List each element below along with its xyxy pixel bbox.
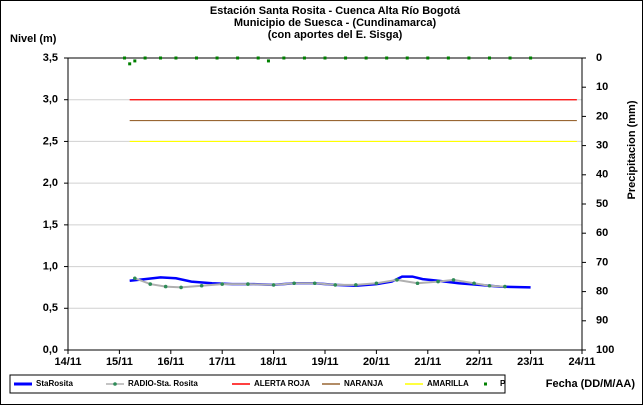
y2-tick-label: 10 — [596, 81, 608, 93]
x-tick-label: 15/11 — [106, 356, 133, 368]
precip-point — [405, 56, 409, 60]
y-axis-label: Nivel (m) — [10, 33, 57, 45]
chart-title: (con aportes del E. Sisga) — [268, 29, 403, 41]
precip-point — [195, 56, 198, 60]
precip-point — [364, 56, 368, 60]
precip-point — [467, 56, 471, 60]
series-marker — [487, 283, 492, 288]
precip-point — [508, 56, 512, 60]
x-tick-label: 20/11 — [363, 356, 390, 368]
y-tick-label: 2,5 — [43, 135, 58, 147]
precip-point — [344, 56, 348, 60]
y2-tick-label: 0 — [596, 52, 602, 64]
precip-point — [446, 56, 450, 60]
series-marker — [503, 284, 507, 289]
legend-swatch — [484, 382, 487, 386]
precip-point — [323, 56, 327, 60]
y2-tick-label: 40 — [596, 169, 608, 181]
series-marker — [395, 278, 399, 282]
x-tick-label: 14/11 — [55, 356, 82, 368]
chart-title: Estación Santa Rosita - Cuenca Alta Río … — [210, 5, 461, 17]
x-tick-label: 19/11 — [312, 356, 339, 368]
y-tick-label: 1,5 — [43, 219, 58, 231]
y2-tick-label: 30 — [596, 140, 608, 152]
x-tick-label: 23/11 — [517, 356, 544, 368]
x-tick-label: 21/11 — [414, 356, 441, 368]
y-tick-label: 2,0 — [43, 177, 58, 189]
y2-tick-label: 60 — [596, 227, 608, 239]
series-marker — [271, 283, 276, 287]
series-marker — [220, 282, 224, 286]
series-marker — [148, 282, 153, 286]
y2-tick-label: 50 — [596, 198, 608, 210]
series-marker — [179, 285, 183, 290]
y2-axis-label: Precipitacion (mm) — [626, 100, 638, 199]
precip-point — [529, 56, 533, 60]
series-marker — [292, 281, 296, 286]
legend-entries: StaRosita RADIO-Sta. Rosita ALERTA ROJA NAR… — [14, 379, 506, 388]
series-marker — [133, 276, 137, 281]
y2-tick-label: 70 — [596, 256, 608, 268]
precip-point — [282, 56, 286, 60]
legend-label: NARANJA — [344, 379, 383, 388]
y2-tick-label: 20 — [596, 110, 608, 122]
precip-point — [256, 56, 260, 60]
precip-point — [174, 56, 178, 60]
legend-label: ALERTA ROJA — [254, 379, 310, 388]
series-marker — [415, 281, 420, 286]
precip-point — [123, 56, 127, 60]
precip-point — [487, 56, 491, 60]
legend — [9, 374, 506, 394]
y-tick-label: 1,0 — [43, 260, 58, 272]
x-tick-label: 22/11 — [466, 356, 493, 368]
series-line — [134, 277, 505, 289]
y-tick-label: 3,5 — [43, 52, 58, 64]
legend-label: StaRosita — [36, 379, 73, 388]
y2-tick-label: 80 — [596, 286, 608, 298]
y-tick-label: 0,5 — [43, 302, 58, 314]
series-marker — [354, 283, 358, 287]
series-marker — [472, 281, 476, 286]
legend-marker — [113, 382, 117, 386]
legend-label: RADIO-Sta. Rosita — [128, 379, 198, 388]
legend-label: P — [500, 379, 506, 388]
precip-point — [159, 56, 163, 60]
series-marker — [451, 278, 456, 282]
y2-tick-label: 100 — [596, 344, 614, 356]
precip-point — [385, 56, 389, 60]
precip-point — [302, 56, 306, 60]
x-axis-label: Fecha (DD/M/AA) — [546, 378, 636, 390]
precip-point — [266, 59, 270, 63]
chart-title: Municipio de Suesca - (Cundinamarca) — [234, 17, 437, 29]
x-tick-label: 17/11 — [209, 356, 236, 368]
precip-point — [215, 56, 219, 60]
series-marker — [436, 279, 440, 284]
y2-tick-label: 90 — [596, 315, 608, 327]
precip-point — [133, 59, 137, 63]
x-tick-label: 16/11 — [157, 356, 184, 368]
y-tick-label: 0,0 — [43, 344, 58, 356]
x-tick-label: 18/11 — [260, 356, 287, 368]
precip-point — [236, 56, 240, 60]
precip-point — [426, 56, 430, 60]
series-marker — [163, 284, 168, 289]
series-marker — [246, 282, 250, 286]
precip-point — [128, 62, 132, 66]
series-marker — [374, 281, 379, 286]
series-marker — [199, 283, 204, 288]
series-marker — [333, 283, 338, 287]
series-marker — [312, 281, 317, 286]
x-tick-label: 24/11 — [569, 356, 596, 368]
legend-label: AMARILLA — [427, 379, 469, 388]
y-tick-label: 3,0 — [43, 94, 58, 106]
precip-point — [143, 56, 147, 60]
